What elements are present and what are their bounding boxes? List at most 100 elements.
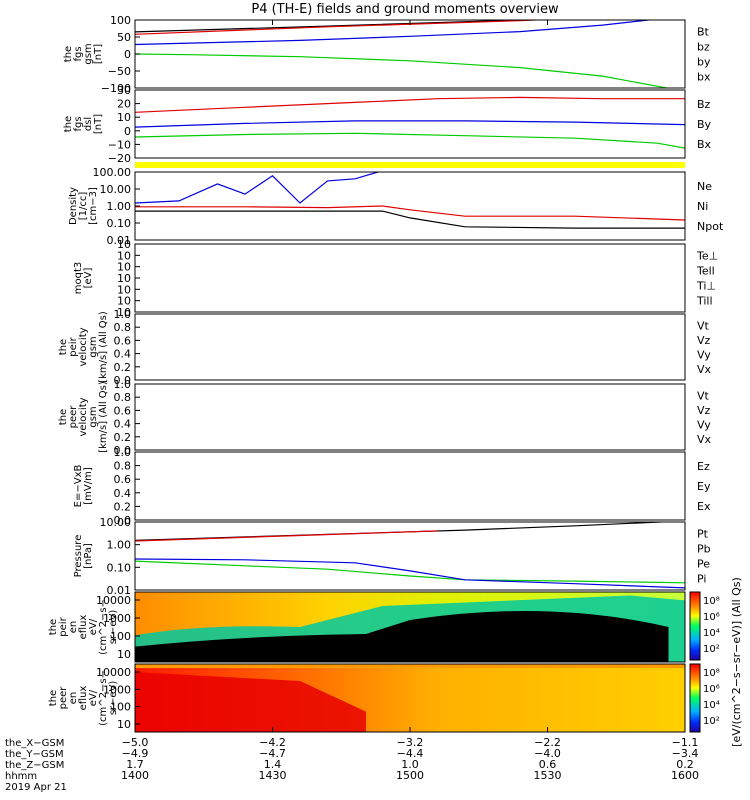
ylabel-line: E=−VxB (73, 465, 84, 508)
ylabel: the peer en eflux eV/(cm^2−s− sr−eV) (48, 670, 119, 726)
ytick-label: 0.4 (114, 487, 132, 500)
ytick-label: 0 (124, 48, 131, 61)
xaxis-value: 1.4 (264, 758, 282, 771)
panel-frame (134, 451, 686, 521)
ytick-label: 1.00 (107, 539, 132, 552)
xaxis-value: 1530 (534, 769, 562, 782)
series-Bz (135, 96, 685, 113)
ylabel-line: velocity (78, 327, 89, 366)
ytick-label: −20 (108, 152, 131, 165)
ytick-label: 100.00 (93, 166, 132, 179)
xaxis-value: −5.0 (122, 736, 149, 749)
panel-gsm: 100 50 0 −50 −100 the fgs gsm [nT] Bt bz by bx (63, 14, 711, 95)
colorbar-tick: 10⁴ (703, 700, 720, 711)
legend-Ti⊥: Ti⊥ (696, 280, 716, 293)
ylabel-line: peir (68, 336, 79, 356)
ylabel-line: the (48, 619, 59, 635)
ylabel-line: gsm (88, 336, 99, 357)
ylabel-line: fgs (73, 116, 84, 131)
legend-Ey: Ey (697, 480, 711, 493)
xaxis-value: 0.6 (539, 758, 557, 771)
xaxis-row-label: the_Y−GSM (5, 749, 64, 760)
xaxis-value: −3.2 (397, 736, 424, 749)
series-Pt (135, 522, 674, 541)
series-by (135, 53, 670, 88)
series-Pe (135, 560, 685, 584)
ylabel-line: sr−eV) (108, 681, 119, 716)
xaxis-row-label: hhmm (5, 771, 37, 782)
ytick-label: 0.10 (107, 217, 132, 230)
ytick-label: 0.01 (107, 234, 132, 247)
ylabel-line: [nPa] (83, 543, 94, 569)
ytick-label: 10.00 (100, 183, 132, 196)
xaxis-value: 1500 (396, 769, 424, 782)
legend-Vx: Vx (697, 433, 712, 446)
ytick-label: 0.8 (114, 321, 132, 334)
ylabel-line: the (58, 409, 69, 425)
legend-Te⊥: Te⊥ (696, 250, 718, 263)
ytick-label: 10 (117, 718, 131, 731)
legend-Ez: Ez (697, 460, 710, 473)
ylabel-line: the (48, 690, 59, 706)
ytick-label: 0.01 (107, 584, 132, 597)
ylabel-line: fgs (73, 46, 84, 61)
yellow-bar (135, 162, 685, 168)
ytick-label: 0.6 (114, 334, 132, 347)
legend-Vz: Vz (697, 334, 711, 347)
legend-Pe: Pe (697, 558, 710, 571)
ylabel-line: eV/ (88, 689, 99, 706)
ylabel-line: sr−eV) (108, 610, 119, 645)
colorbar-tick: 10⁸ (703, 596, 720, 607)
legend-Ni: Ni (697, 200, 708, 213)
legend-Ne: Ne (697, 180, 712, 193)
ytick-label: 0.2 (114, 500, 132, 513)
ylabel-line: peer (58, 686, 69, 710)
ytick-label: 10 (117, 295, 131, 308)
legend-Vy: Vy (697, 418, 711, 431)
series-bx (135, 20, 654, 46)
ytick-label: 30 (117, 84, 131, 97)
ylabel-line: peer (68, 405, 79, 429)
xaxis-value: 1.0 (401, 758, 419, 771)
xaxis-value: −4.4 (397, 747, 424, 760)
colorbar-tick: 10⁴ (703, 628, 720, 639)
ylabel-line: Density (68, 187, 79, 225)
legend-Vy: Vy (697, 348, 711, 361)
colorbar-tick: 10⁸ (703, 668, 720, 679)
colorbar-tick: 10⁶ (703, 684, 720, 695)
ytick-label: 0 (124, 125, 131, 138)
ytick-label: 0.4 (114, 348, 132, 361)
ytick-label: 0.0 (114, 514, 132, 527)
legend-Bz: Bz (697, 98, 711, 111)
series-group (135, 522, 685, 589)
legend-Vz: Vz (697, 404, 711, 417)
ytick-label: 0.6 (114, 473, 132, 486)
legend-Ex: Ex (697, 500, 711, 513)
colorbar-label-text: [eV/(cm^2−s−sr−eV)] (All Qs) (730, 577, 743, 747)
ytick-label: 1.00 (107, 200, 132, 213)
ylabel-line: [nT] (93, 114, 104, 134)
ytick-label: 1.0 (114, 446, 132, 459)
series-Pb (135, 530, 438, 542)
legend-By: By (697, 118, 712, 131)
ytick-label: 0.0 (114, 374, 132, 387)
ylabel: Density [1/cc] [cm−3] (68, 187, 99, 225)
ylabel-line: en (68, 621, 79, 634)
no-flux-region (135, 611, 669, 662)
legend-Vt: Vt (697, 319, 710, 332)
ylabel: the peer velocity gsm [km/s] (All Qs) (58, 381, 109, 453)
ylabel: the fgs dsl [nT] (63, 114, 104, 134)
panel-peir_velocity: 1.00.80.60.40.20.0 the peir velocity gsm [km/… (58, 308, 712, 387)
ylabel-line: en (68, 692, 79, 705)
ytick-label: 10.00 (100, 516, 132, 529)
legend-by: by (697, 56, 711, 69)
ylabel: E=−VxB [mV/m] (73, 465, 94, 508)
ytick-label: −100 (101, 82, 131, 95)
legend-bz: bz (697, 41, 710, 54)
ytick-label: 10 (117, 272, 131, 285)
xaxis-value: 1.7 (126, 758, 144, 771)
xaxis-value: −4.2 (259, 736, 286, 749)
